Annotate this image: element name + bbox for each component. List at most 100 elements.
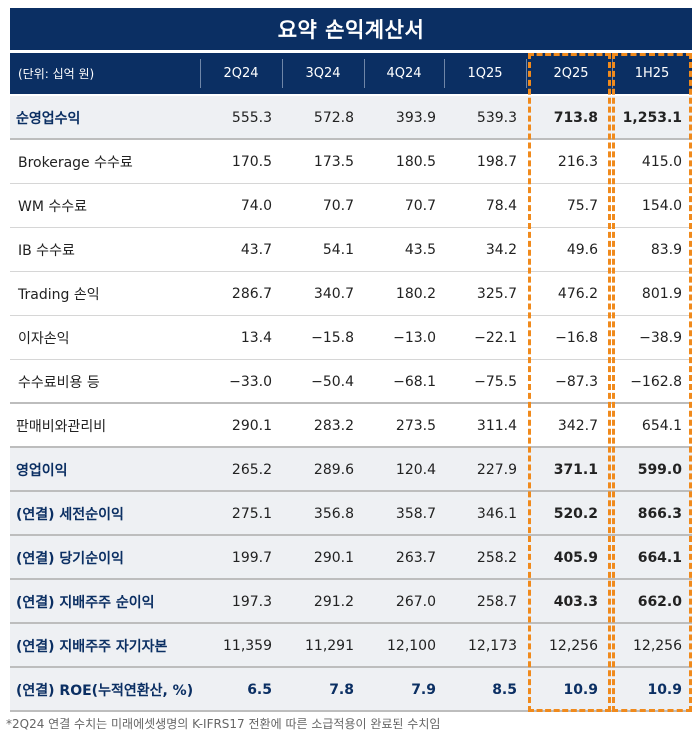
cell-value: 1,253.1 (622, 110, 682, 126)
cell-value: 8.5 (492, 682, 517, 698)
col-header-3q24: 3Q24 (305, 66, 341, 81)
cell-value: 54.1 (322, 242, 354, 258)
table-row: Trading 손익 286.7 340.7 180.2 325.7 476.2… (10, 272, 692, 316)
cell-value: 198.7 (476, 154, 517, 170)
table-row: 순영업수익 555.3 572.8 393.9 539.3 713.8 1,25… (10, 96, 692, 140)
cell-value: 555.3 (231, 110, 272, 126)
table-row: WM 수수료 74.0 70.7 70.7 78.4 75.7 154.0 (10, 184, 692, 228)
cell-value: 572.8 (313, 110, 354, 126)
row-label: (연결) ROE(누적연환산, %) (16, 683, 194, 699)
row-label: 순영업수익 (16, 111, 81, 127)
cell-value: 154.0 (641, 198, 682, 214)
cell-value: 12,256 (549, 638, 598, 654)
cell-value: 78.4 (485, 198, 517, 214)
table-row: 판매비와관리비 290.1 283.2 273.5 311.4 342.7 65… (10, 404, 692, 448)
col-header-1q25: 1Q25 (467, 66, 503, 81)
cell-value: 227.9 (476, 462, 517, 478)
cell-value: 43.7 (240, 242, 272, 258)
cell-value: 356.8 (313, 506, 354, 522)
table-row: (연결) 세전순이익 275.1 356.8 358.7 346.1 520.2… (10, 492, 692, 536)
cell-value: 290.1 (313, 550, 354, 566)
cell-value: 75.7 (566, 198, 598, 214)
cell-value: 283.2 (313, 418, 354, 434)
cell-value: 70.7 (322, 198, 354, 214)
cell-value: 275.1 (231, 506, 272, 522)
cell-value: 325.7 (476, 286, 517, 302)
cell-value: 6.5 (247, 682, 272, 698)
cell-value: 11,291 (305, 638, 354, 654)
cell-value: 258.2 (476, 550, 517, 566)
cell-value: 173.5 (313, 154, 354, 170)
cell-value: −15.8 (311, 330, 354, 346)
cell-value: −22.1 (474, 330, 517, 346)
cell-value: 83.9 (650, 242, 682, 258)
cell-value: 13.4 (240, 330, 272, 346)
cell-value: 358.7 (395, 506, 436, 522)
highlight-box-2q25 (528, 53, 611, 712)
row-label: WM 수수료 (18, 199, 88, 215)
cell-value: 12,256 (633, 638, 682, 654)
cell-value: 197.3 (231, 594, 272, 610)
table-row: (연결) 지배주주 순이익 197.3 291.2 267.0 258.7 40… (10, 580, 692, 624)
cell-value: 713.8 (553, 110, 598, 126)
table-row: (연결) ROE(누적연환산, %) 6.5 7.8 7.9 8.5 10.9 … (10, 668, 692, 712)
cell-value: 265.2 (231, 462, 272, 478)
cell-value: 476.2 (557, 286, 598, 302)
cell-value: −13.0 (393, 330, 436, 346)
cell-value: 290.1 (231, 418, 272, 434)
cell-value: 180.5 (395, 154, 436, 170)
table-row: 영업이익 265.2 289.6 120.4 227.9 371.1 599.0 (10, 448, 692, 492)
cell-value: −87.3 (555, 374, 598, 390)
row-label: (연결) 당기순이익 (16, 551, 124, 567)
cell-value: −38.9 (639, 330, 682, 346)
row-label: 이자손익 (18, 331, 70, 347)
row-label: Brokerage 수수료 (18, 155, 133, 171)
footnote: *2Q24 연결 수치는 미래에셋생명의 K-IFRS17 전환에 따른 소급적… (6, 717, 441, 731)
table-row: 수수료비용 등 −33.0 −50.4 −68.1 −75.5 −87.3 −1… (10, 360, 692, 404)
cell-value: 520.2 (553, 506, 598, 522)
cell-value: 216.3 (557, 154, 598, 170)
cell-value: −50.4 (311, 374, 354, 390)
cell-value: 289.6 (313, 462, 354, 478)
cell-value: 866.3 (637, 506, 682, 522)
cell-value: 286.7 (231, 286, 272, 302)
cell-value: 539.3 (476, 110, 517, 126)
cell-value: 415.0 (641, 154, 682, 170)
cell-value: 180.2 (395, 286, 436, 302)
col-header-2q24: 2Q24 (223, 66, 259, 81)
cell-value: 43.5 (404, 242, 436, 258)
cell-value: 10.9 (647, 682, 682, 698)
table-header: (단위: 십억 원) 2Q24 3Q24 4Q24 1Q25 2Q25 1H25 (10, 53, 692, 94)
row-label: 판매비와관리비 (16, 419, 107, 435)
table-row: (연결) 당기순이익 199.7 290.1 263.7 258.2 405.9… (10, 536, 692, 580)
col-header-2q25: 2Q25 (553, 66, 589, 81)
cell-value: −162.8 (630, 374, 682, 390)
cell-value: 263.7 (395, 550, 436, 566)
col-header-4q24: 4Q24 (386, 66, 422, 81)
unit-label: (단위: 십억 원) (18, 67, 95, 81)
cell-value: 7.8 (329, 682, 354, 698)
row-label: (연결) 지배주주 자기자본 (16, 639, 168, 655)
col-header-1h25: 1H25 (634, 66, 670, 81)
cell-value: 371.1 (553, 462, 598, 478)
cell-value: 346.1 (476, 506, 517, 522)
cell-value: −16.8 (555, 330, 598, 346)
row-label: (연결) 세전순이익 (16, 507, 124, 523)
cell-value: −75.5 (474, 374, 517, 390)
cell-value: 405.9 (553, 550, 598, 566)
cell-value: 10.9 (563, 682, 598, 698)
cell-value: 74.0 (240, 198, 272, 214)
cell-value: 12,100 (387, 638, 436, 654)
cell-value: 291.2 (313, 594, 354, 610)
cell-value: 664.1 (637, 550, 682, 566)
table-row: 이자손익 13.4 −15.8 −13.0 −22.1 −16.8 −38.9 (10, 316, 692, 360)
cell-value: −33.0 (229, 374, 272, 390)
row-label: 영업이익 (16, 463, 68, 479)
cell-value: 403.3 (553, 594, 598, 610)
cell-value: 393.9 (395, 110, 436, 126)
row-label: IB 수수료 (18, 243, 75, 259)
cell-value: 267.0 (395, 594, 436, 610)
cell-value: 199.7 (231, 550, 272, 566)
cell-value: 7.9 (411, 682, 436, 698)
cell-value: 70.7 (404, 198, 436, 214)
